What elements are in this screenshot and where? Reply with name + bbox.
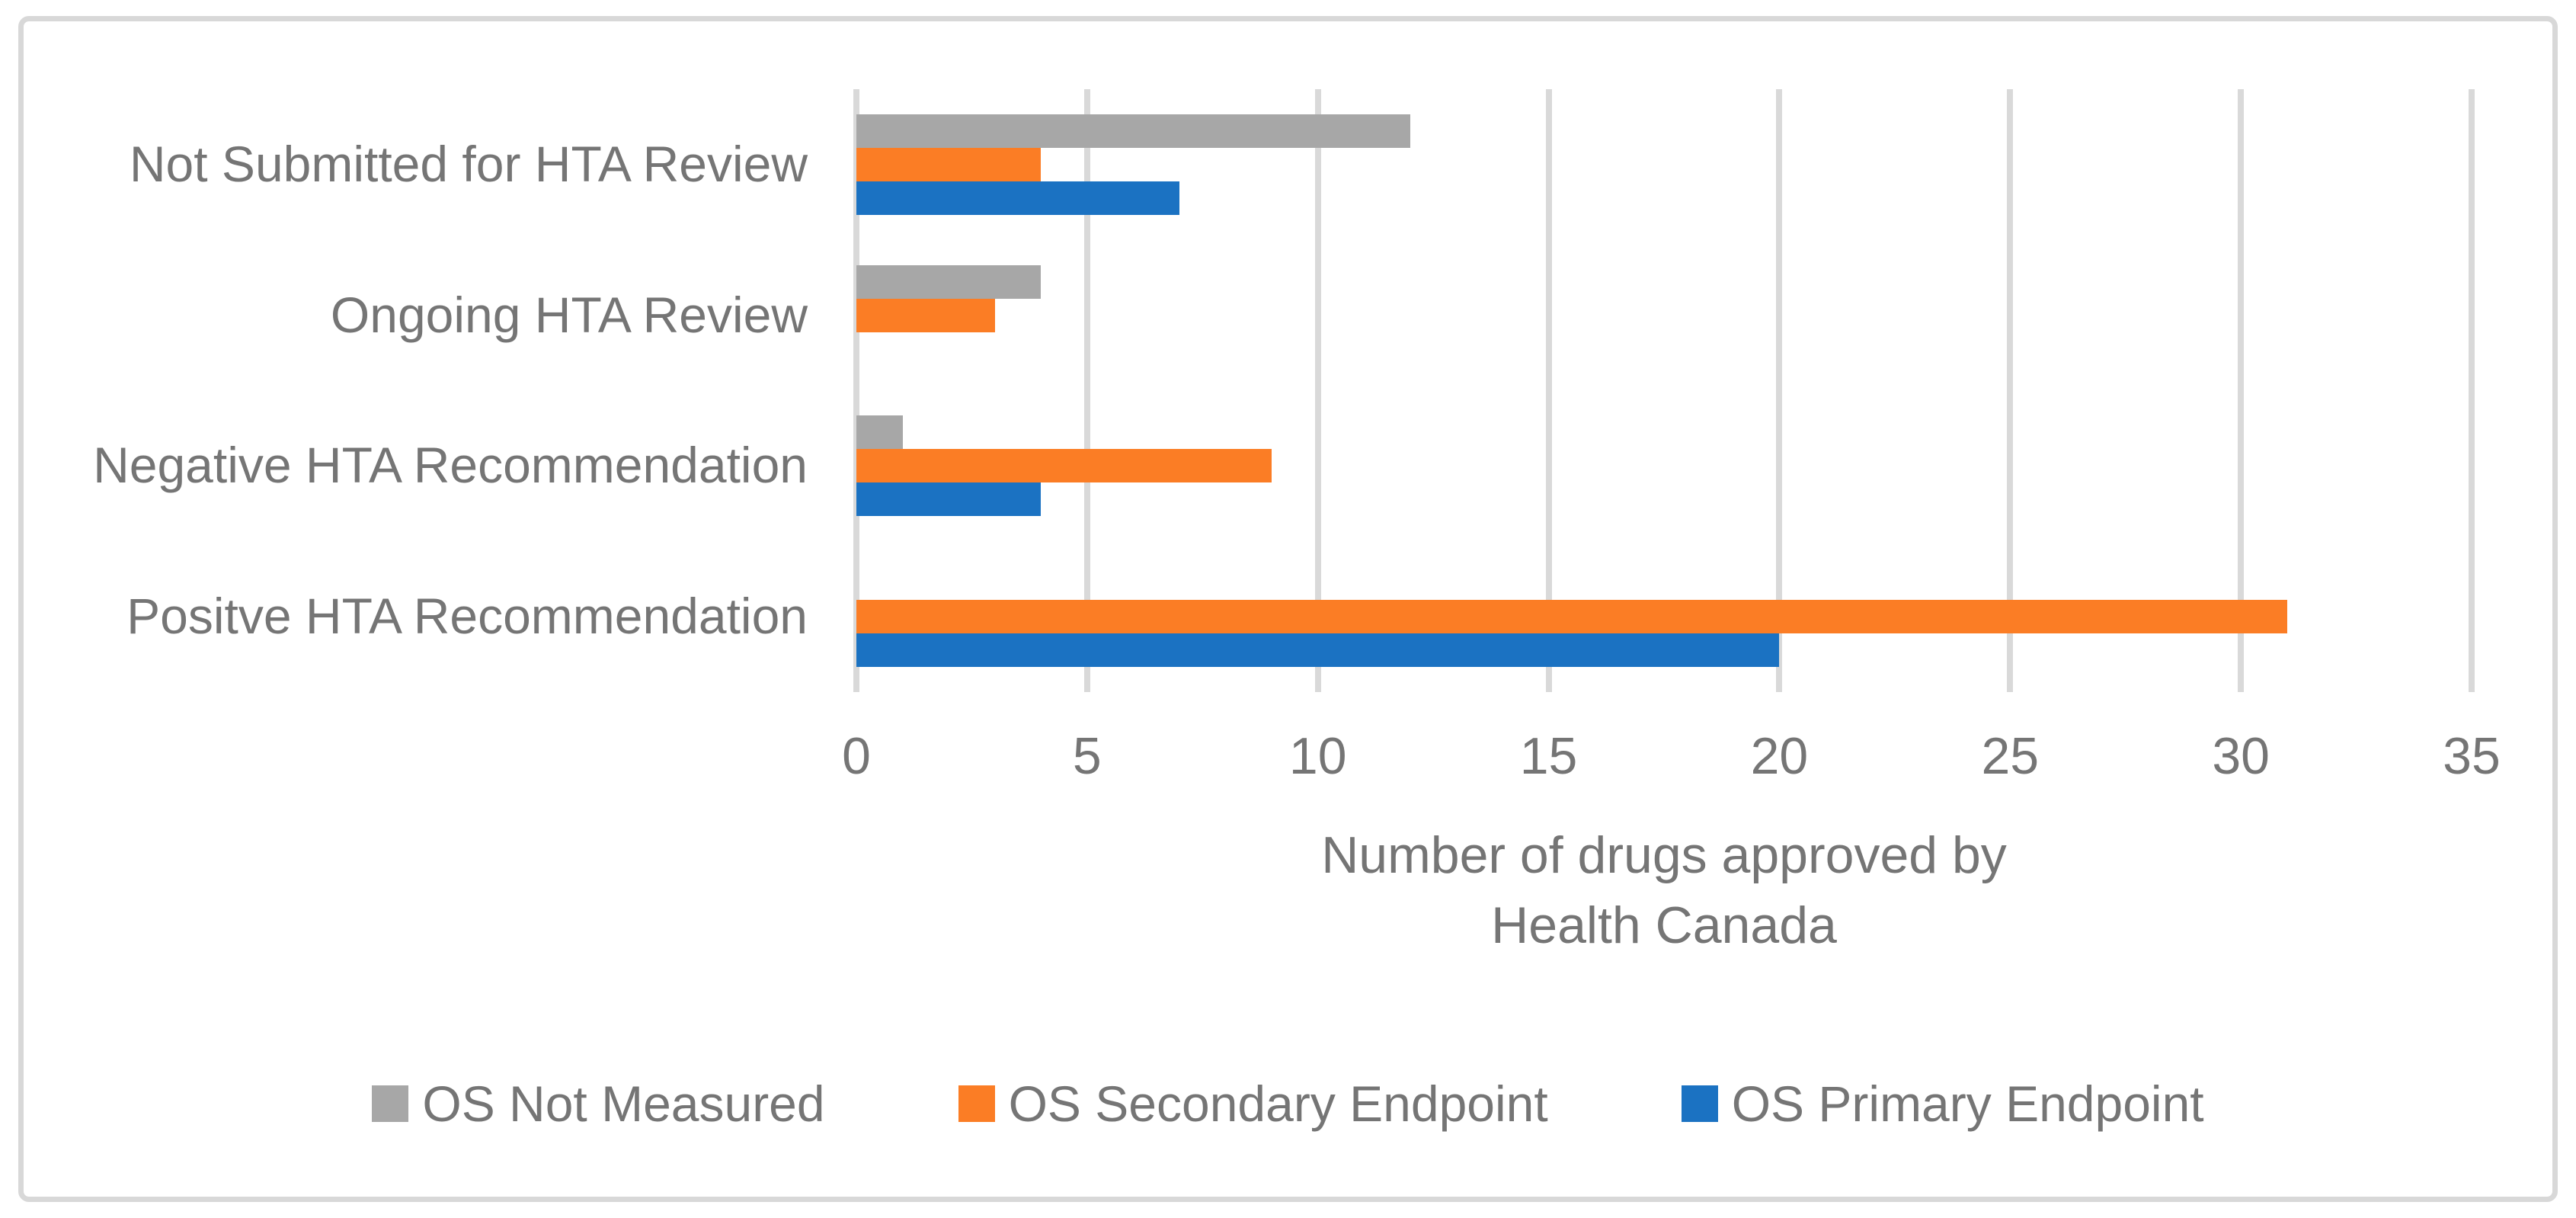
category-label: Positve HTA Recommendation (126, 588, 808, 645)
legend-label: OS Secondary Endpoint (1008, 1075, 1548, 1132)
legend: OS Not Measured OS Secondary Endpoint OS P… (0, 1073, 2576, 1134)
gridline (853, 89, 859, 692)
x-tick-label: 15 (1519, 727, 1578, 785)
legend-label: OS Not Measured (422, 1075, 825, 1132)
category-label: Ongoing HTA Review (330, 286, 808, 343)
x-tick-label: 5 (1072, 727, 1102, 785)
gridline (2238, 89, 2245, 692)
bar (856, 600, 2287, 634)
bar (856, 147, 1042, 181)
x-axis-title: Number of drugs approved by Health Canad… (856, 820, 2472, 960)
bar (856, 415, 903, 450)
legend-item: OS Secondary Endpoint (958, 1075, 1548, 1133)
legend-item: OS Primary Endpoint (1681, 1075, 2204, 1133)
bar (856, 633, 1780, 668)
bar (856, 482, 1042, 517)
gridline (1314, 89, 1321, 692)
legend-label: OS Primary Endpoint (1731, 1075, 2204, 1132)
bar (856, 264, 1042, 299)
gridline (1545, 89, 1552, 692)
category-label: Negative HTA Recommendation (93, 437, 808, 494)
x-axis-title-line2: Health Canada (1491, 896, 1837, 954)
bar (856, 181, 1179, 215)
gridline (1083, 89, 1090, 692)
legend-swatch (372, 1085, 409, 1122)
x-tick-label: 35 (2443, 727, 2501, 785)
gridline (2469, 89, 2475, 692)
legend-item: OS Not Measured (372, 1075, 825, 1133)
x-tick-label: 30 (2212, 727, 2270, 785)
category-label: Not Submitted for HTA Review (129, 135, 808, 192)
gridline (2007, 89, 2014, 692)
bar (856, 449, 1272, 483)
gridline (1776, 89, 1783, 692)
legend-swatch (958, 1085, 995, 1122)
x-axis-title-line1: Number of drugs approved by (1321, 826, 2007, 884)
bar (856, 114, 1410, 148)
bar (856, 298, 995, 332)
figure-border (18, 16, 2558, 1202)
x-tick-label: 20 (1750, 727, 1809, 785)
legend-swatch (1681, 1085, 1718, 1122)
x-tick-label: 10 (1288, 727, 1347, 785)
x-tick-label: 25 (1981, 727, 2040, 785)
x-tick-label: 0 (842, 727, 871, 785)
